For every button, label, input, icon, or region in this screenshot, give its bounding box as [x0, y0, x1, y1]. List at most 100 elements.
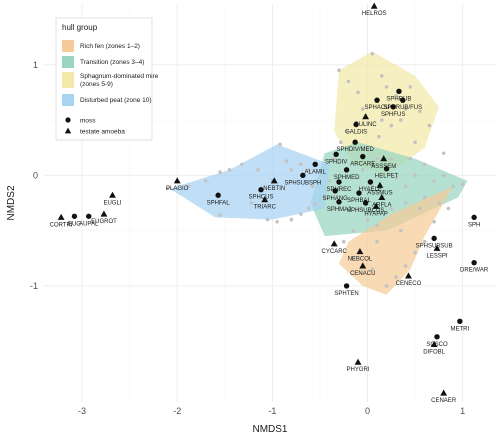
point-sphrub-fus: SPHRUB/FUS — [383, 97, 422, 111]
legend-label: Rich fen (zones 1–2) — [80, 43, 140, 50]
point-label: SPHTEN — [334, 291, 358, 297]
point-triarc: TRIARC — [254, 196, 277, 211]
background-point — [227, 168, 232, 172]
background-point — [384, 284, 389, 288]
background-point — [394, 275, 398, 279]
x-tick-label: 1 — [460, 406, 465, 416]
background-point — [337, 68, 341, 73]
background-point — [370, 184, 375, 189]
point-marker-circle — [352, 139, 358, 145]
point-sph: SPH — [468, 214, 480, 228]
background-point — [332, 156, 337, 161]
background-point — [408, 156, 413, 161]
y-tick-label: 1 — [33, 60, 38, 70]
background-point — [289, 217, 294, 222]
background-point — [365, 145, 370, 150]
point-marker-triangle — [376, 181, 384, 188]
background-points — [165, 51, 465, 288]
point-arcare: ARCARE — [350, 153, 375, 168]
point-metri: METRI — [451, 318, 470, 332]
point-sphang: SPHANG — [323, 188, 348, 202]
point-label: SPHRUB/FUS — [383, 105, 422, 111]
point-marker-triangle — [370, 2, 378, 9]
point-lesspi: LESSPI — [426, 244, 448, 259]
point-asssem: ASSSEM — [371, 155, 396, 170]
point-nebtin: NEBTIN — [263, 177, 285, 192]
legend-item-testate-amoeba: testate amoeba — [64, 127, 125, 136]
point-sphsubsph: SPHSUBSPH — [284, 172, 321, 186]
point-marker-circle — [353, 121, 359, 128]
point-ceneco: CENECO — [396, 272, 422, 287]
point-marker-triangle — [433, 244, 441, 251]
point-label: SPHMED — [334, 175, 360, 181]
background-point — [384, 85, 389, 89]
point-dre-war: DRE/WAR — [460, 260, 489, 274]
background-point — [360, 107, 365, 111]
background-point — [422, 195, 427, 200]
legend-swatch — [62, 72, 74, 88]
point-marker-triangle — [359, 262, 367, 269]
point-marker-circle — [362, 200, 369, 206]
point-marker-triangle — [330, 240, 338, 247]
point-label: ARCARE — [350, 162, 375, 168]
point-galdis: GALDIS — [345, 121, 367, 136]
point-phygri: PHYGRI — [347, 358, 370, 373]
background-point — [306, 206, 311, 211]
point-marker-circle — [71, 213, 78, 219]
background-point — [299, 212, 303, 216]
background-point — [278, 142, 282, 147]
background-point — [375, 156, 379, 161]
background-point — [275, 219, 279, 224]
background-point — [403, 107, 408, 111]
background-point — [322, 195, 327, 200]
point-label: CENECO — [396, 281, 422, 287]
legend-label: Disturbed peat (zone 10) — [80, 97, 152, 104]
point-arfla: ARFLA — [372, 193, 391, 208]
y-tick-label: -1 — [30, 281, 38, 291]
background-point — [441, 173, 446, 178]
point-assmus: ASSMUS — [367, 181, 393, 196]
legend: hull group Rich fen (zones 1–2) Transitio… — [55, 17, 159, 141]
hull-disturbed-peat-zone-10 — [169, 144, 330, 220]
background-point — [399, 118, 403, 122]
point-label: SPHACU — [365, 105, 390, 111]
point-label: CENAER — [431, 398, 457, 404]
y-tick-label: 0 — [33, 170, 38, 180]
background-point — [265, 217, 270, 222]
background-point — [375, 239, 379, 244]
point-marker-triangle — [372, 202, 380, 209]
point-marker-circle — [215, 192, 221, 198]
background-point — [451, 184, 455, 189]
point-label: SPHDIV/MED — [336, 147, 374, 153]
point-marker-triangle — [356, 248, 364, 255]
point-sphsubsub: SPHSUBSUB — [416, 235, 453, 249]
point-bulinc: BULINC — [355, 113, 377, 128]
point-label: SPHSUBSPH — [284, 180, 321, 186]
point-label: SPHSUBCUS — [347, 208, 384, 214]
point-aupal: AUPAL — [79, 213, 99, 227]
point-marker-circle — [457, 318, 463, 324]
background-point — [310, 184, 315, 189]
point-marker-triangle — [430, 340, 438, 348]
legend-circle-icon — [65, 117, 71, 123]
legend-item-sphagnum-dominated-mire-zones-5-9: Sphagnum-dominated mire (zones 5-9) — [62, 72, 159, 88]
point-eugrot: EUGROT — [91, 210, 117, 225]
background-point — [370, 51, 375, 56]
point-marker-circle — [312, 161, 318, 168]
point-marker-circle — [300, 172, 306, 179]
background-point — [375, 223, 379, 227]
background-point — [403, 264, 408, 268]
point-marker-triangle — [405, 272, 412, 279]
point-marker-circle — [471, 214, 477, 221]
point-sphrub: SPHRUB — [386, 88, 411, 102]
point-marker-circle — [343, 283, 350, 289]
x-tick-label: -2 — [173, 406, 181, 416]
background-point — [165, 186, 170, 191]
point-cortri: CORTRI — [50, 213, 73, 228]
point-marker-circle — [367, 179, 374, 185]
point-marker-circle — [356, 190, 362, 196]
background-point — [327, 179, 332, 183]
background-point — [356, 206, 360, 211]
background-point — [389, 123, 394, 128]
y-axis-title: NMDS2 — [6, 185, 17, 220]
